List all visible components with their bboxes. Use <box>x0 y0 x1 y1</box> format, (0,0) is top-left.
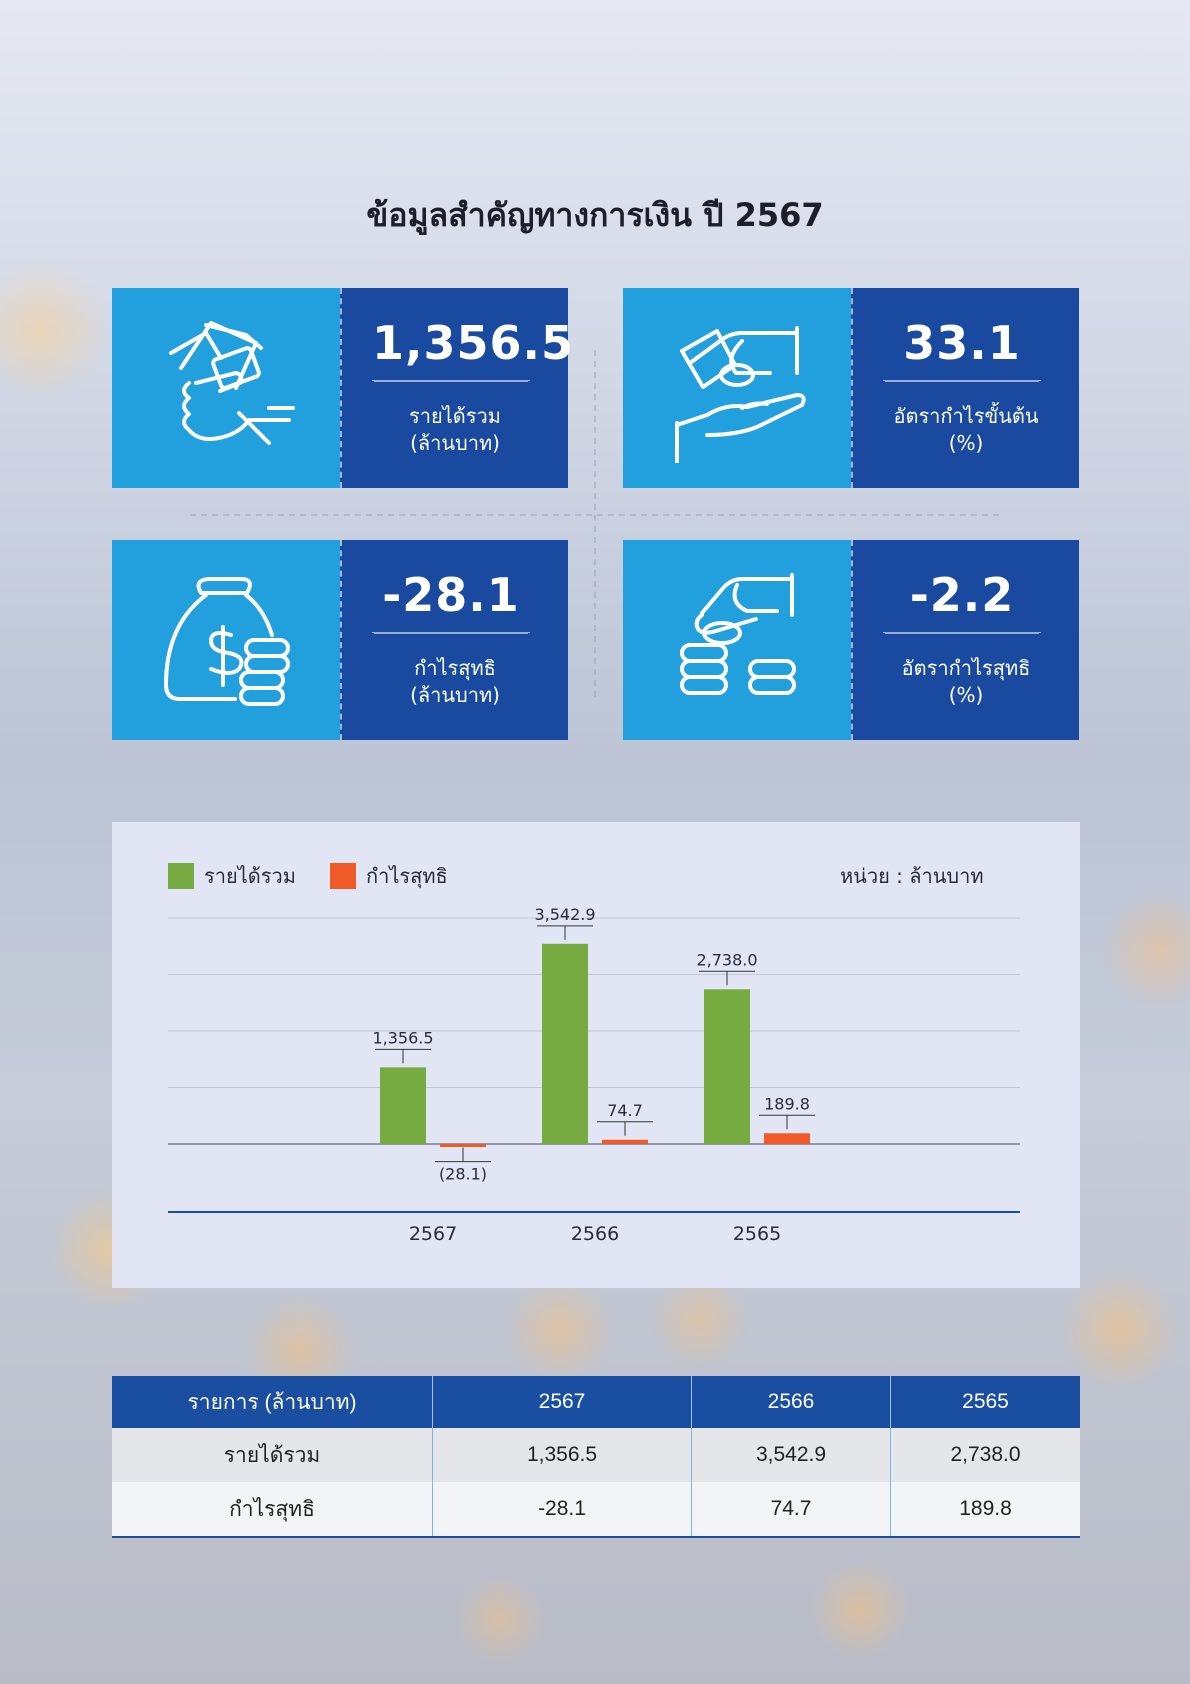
table-row: กำไรสุทธิ -28.1 74.7 189.8 <box>112 1482 1080 1538</box>
bar-profit <box>764 1133 810 1144</box>
table-header-year: 2566 <box>691 1376 891 1428</box>
bar-revenue <box>542 943 588 1144</box>
card-icon-box <box>112 540 340 740</box>
card-icon-box <box>112 288 340 488</box>
card-label: อัตรากำไรขั้นต้น <box>893 404 1039 428</box>
legend-revenue: รายได้รวม <box>168 860 296 892</box>
table-cell: 189.8 <box>890 1482 1080 1538</box>
card-unit: (ล้านบาท) <box>410 683 500 707</box>
card-unit: (%) <box>948 683 984 707</box>
card-label: กำไรสุทธิ <box>414 656 496 680</box>
legend-label-profit: กำไรสุทธิ <box>366 864 448 888</box>
card-value: -28.1 <box>372 568 530 633</box>
table-cell: 3,542.9 <box>691 1428 891 1482</box>
card-value: -2.2 <box>883 568 1041 633</box>
kpi-card-net-profit: -28.1 กำไรสุทธิ (ล้านบาท) <box>112 540 568 740</box>
hands-exchange-coin-icon <box>675 326 806 463</box>
bar-revenue <box>380 1067 426 1144</box>
table-header-row: รายการ (ล้านบาท) 2567 2566 2565 <box>112 1376 1080 1428</box>
money-bag-coins-icon <box>164 577 290 706</box>
x-tick-label: 2567 <box>409 1223 457 1245</box>
card-value-box: -28.1 กำไรสุทธิ (ล้านบาท) <box>340 540 568 740</box>
card-value: 33.1 <box>883 316 1041 381</box>
table-cell: รายได้รวม <box>112 1428 433 1482</box>
data-label: 189.8 <box>764 1094 810 1113</box>
chart-panel <box>112 822 1080 1288</box>
card-label: อัตรากำไรสุทธิ <box>901 656 1031 680</box>
card-icon-box <box>623 540 851 740</box>
kpi-card-net-margin: -2.2 อัตรากำไรสุทธิ (%) <box>623 540 1079 740</box>
chart-unit-label: หน่วย : ล้านบาท <box>840 864 984 888</box>
hand-dropping-coin-icon <box>680 573 796 695</box>
x-tick-label: 2566 <box>571 1223 619 1245</box>
card-unit: (%) <box>948 431 984 455</box>
table-cell: 74.7 <box>691 1482 891 1538</box>
data-label: (28.1) <box>439 1165 487 1184</box>
page-title: ข้อมูลสำคัญทางการเงิน ปี 2567 <box>366 196 824 234</box>
kpi-card-revenue: 1,356.5 รายได้รวม (ล้านบาท) <box>112 288 573 488</box>
card-value-box: 1,356.5 รายได้รวม (ล้านบาท) <box>340 288 573 488</box>
card-separators <box>190 350 1000 700</box>
data-label: 2,738.0 <box>696 950 757 969</box>
table-row: รายได้รวม 1,356.5 3,542.9 2,738.0 <box>112 1428 1080 1482</box>
x-tick-label: 2565 <box>733 1223 781 1245</box>
kpi-card-gross-margin: 33.1 อัตรากำไรขั้นต้น (%) <box>623 288 1079 488</box>
card-value-box: 33.1 อัตรากำไรขั้นต้น (%) <box>851 288 1079 488</box>
money-in-hand-icon <box>169 321 295 445</box>
table-header-item: รายการ (ล้านบาท) <box>112 1376 433 1428</box>
bar-profit <box>602 1139 648 1144</box>
card-value-box: -2.2 อัตรากำไรสุทธิ (%) <box>851 540 1079 740</box>
summary-table: รายการ (ล้านบาท) 2567 2566 2565 รายได้รว… <box>112 1376 1080 1538</box>
table-cell: กำไรสุทธิ <box>112 1482 433 1538</box>
card-unit: (ล้านบาท) <box>410 431 500 455</box>
table-cell: -28.1 <box>432 1482 692 1538</box>
legend-label-revenue: รายได้รวม <box>204 864 296 888</box>
legend-swatch-revenue <box>168 863 194 889</box>
bar-profit <box>440 1144 486 1147</box>
table-cell: 2,738.0 <box>890 1428 1080 1482</box>
data-label: 74.7 <box>607 1101 643 1120</box>
card-icon-box <box>623 288 851 488</box>
table-header-year: 2567 <box>432 1376 692 1428</box>
data-label: 1,356.5 <box>372 1028 433 1047</box>
table-header-year: 2565 <box>890 1376 1080 1428</box>
bar-revenue <box>704 989 750 1144</box>
table-cell: 1,356.5 <box>432 1428 692 1482</box>
bar-chart: 1,356.5 (28.1) 2567 3,542.9 74.7 2566 2,738.0 1… <box>168 905 1020 1245</box>
card-label: รายได้รวม <box>409 404 501 428</box>
legend-swatch-profit <box>330 863 356 889</box>
legend-profit: กำไรสุทธิ <box>330 860 448 892</box>
data-label: 3,542.9 <box>534 905 595 924</box>
